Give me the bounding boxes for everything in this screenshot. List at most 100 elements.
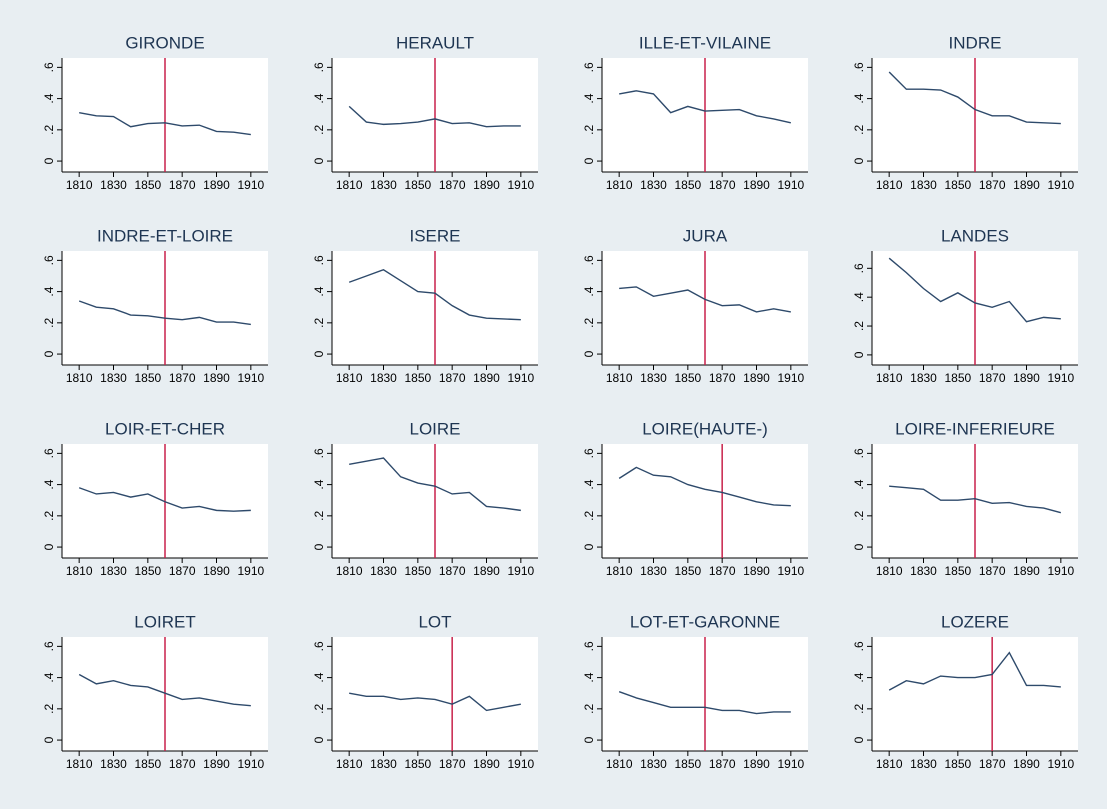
panel: LANDES 0 .2 .4 .6 1810 1830 1850 1870 1890 1910 (852, 226, 1078, 385)
x-tick-label: 1890 (743, 564, 770, 578)
data-line (78, 673, 251, 707)
panel: HERAULT 0 .2 .4 .6 1810 1830 1850 1870 1890 1910 (312, 33, 538, 192)
y-tick-label: .4 (42, 286, 56, 296)
y-tick-label: .6 (582, 255, 596, 265)
data-line (888, 257, 1061, 323)
y-tick-label: 0 (582, 543, 596, 550)
y-tick-label: 0 (312, 157, 326, 164)
panel: LOIR-ET-CHER 0 .2 .4 .6 1810 1830 1850 1870 1890 1… (42, 419, 268, 578)
panel: INDRE 0 .2 .4 .6 1810 1830 1850 1870 1890 1910 (852, 33, 1078, 192)
data-line (349, 457, 521, 512)
chart-title: INDRE-ET-LOIRE (97, 226, 233, 245)
y-tick-label: 0 (852, 543, 866, 550)
x-tick-label: 1890 (473, 564, 500, 578)
x-tick-label: 1870 (709, 757, 736, 771)
y-tick-label: .2 (582, 318, 596, 328)
x-tick-label: 1910 (507, 757, 534, 771)
panel: LOIRE 0 .2 .4 .6 1810 1830 1850 1870 1890 1910 (312, 419, 538, 578)
x-tick-label: 1890 (743, 371, 770, 385)
x-tick-label: 1830 (640, 757, 667, 771)
y-tick-label: 0 (852, 351, 866, 358)
panel: LOIRET 0 .2 .4 .6 1810 1830 1850 1870 1890 1910 (42, 612, 268, 771)
x-tick-label: 1910 (507, 178, 534, 192)
y-tick-label: .6 (42, 448, 56, 458)
y-tick-label: .6 (312, 448, 326, 458)
y-tick-label: .4 (312, 672, 326, 682)
chart-title: LOT (418, 612, 451, 631)
y-tick-label: .2 (852, 125, 866, 135)
data-line (619, 90, 791, 124)
y-tick-label: .6 (582, 641, 596, 651)
y-tick-label: .4 (42, 479, 56, 489)
y-tick-label: 0 (312, 736, 326, 743)
y-tick-label: .4 (852, 479, 866, 489)
y-tick-label: .2 (582, 511, 596, 521)
x-tick-label: 1890 (203, 757, 230, 771)
panel: JURA 0 .2 .4 .6 1810 1830 1850 1870 1890 1910 (582, 226, 808, 385)
x-tick-label: 1850 (674, 178, 701, 192)
x-tick-label: 1910 (507, 371, 534, 385)
chart-title: LOIR-ET-CHER (105, 419, 225, 438)
data-line (619, 286, 791, 313)
x-tick-label: 1890 (743, 178, 770, 192)
panel: ILLE-ET-VILAINE 0 .2 .4 .6 1810 1830 1850 1870 18… (582, 33, 808, 192)
x-tick-label: 1850 (404, 371, 431, 385)
x-tick-label: 1870 (979, 371, 1006, 385)
x-tick-label: 1870 (979, 564, 1006, 578)
x-tick-label: 1810 (66, 371, 93, 385)
y-tick-label: .6 (852, 62, 866, 72)
data-line (348, 105, 521, 128)
x-tick-label: 1850 (404, 564, 431, 578)
y-tick-label: .6 (582, 448, 596, 458)
chart-title: ISERE (409, 226, 460, 245)
x-tick-label: 1870 (439, 371, 466, 385)
chart-title: LOIRE(HAUTE-) (642, 419, 768, 438)
panel: LOT-ET-GARONNE 0 .2 .4 .6 1810 1830 1850 1870 189… (582, 612, 808, 771)
chart-title: JURA (683, 226, 728, 245)
x-tick-label: 1870 (439, 178, 466, 192)
chart-title: HERAULT (396, 33, 474, 52)
x-tick-label: 1810 (66, 564, 93, 578)
y-tick-label: .4 (582, 672, 596, 682)
y-tick-label: .2 (42, 318, 56, 328)
x-tick-label: 1830 (100, 564, 127, 578)
y-tick-label: .2 (582, 125, 596, 135)
x-tick-label: 1810 (66, 178, 93, 192)
x-tick-label: 1830 (100, 178, 127, 192)
x-tick-label: 1870 (709, 178, 736, 192)
data-line (889, 485, 1062, 514)
x-tick-label: 1890 (203, 564, 230, 578)
x-tick-label: 1810 (606, 371, 633, 385)
x-tick-label: 1890 (1013, 564, 1040, 578)
x-tick-label: 1870 (169, 371, 196, 385)
x-tick-label: 1850 (674, 564, 701, 578)
x-tick-label: 1910 (237, 371, 264, 385)
y-tick-label: .6 (312, 641, 326, 651)
y-tick-label: .2 (582, 704, 596, 714)
x-tick-label: 1830 (100, 371, 127, 385)
x-tick-label: 1810 (876, 178, 903, 192)
x-tick-label: 1810 (606, 178, 633, 192)
x-tick-label: 1830 (910, 178, 937, 192)
y-tick-label: 0 (852, 736, 866, 743)
x-tick-label: 1910 (237, 178, 264, 192)
y-tick-label: .6 (42, 62, 56, 72)
panel: LOZERE 0 .2 .4 .6 1810 1830 1850 1870 1890 1910 (852, 612, 1078, 771)
y-tick-label: .2 (42, 125, 56, 135)
y-tick-label: .6 (852, 448, 866, 458)
panel: GIRONDE 0 .2 .4 .6 1810 1830 1850 1870 1890 1910 (42, 33, 268, 192)
data-line (888, 71, 1061, 125)
x-tick-label: 1810 (336, 564, 363, 578)
x-tick-label: 1910 (237, 564, 264, 578)
x-tick-label: 1810 (876, 371, 903, 385)
y-tick-label: .4 (312, 93, 326, 103)
panel: LOIRE(HAUTE-) 0 .2 .4 .6 1810 1830 1850 1870 1890… (582, 419, 808, 578)
y-tick-label: .2 (312, 511, 326, 521)
data-line (79, 111, 251, 136)
chart-title: GIRONDE (125, 33, 204, 52)
x-tick-label: 1890 (1013, 371, 1040, 385)
x-tick-label: 1910 (1047, 564, 1074, 578)
x-tick-label: 1870 (979, 757, 1006, 771)
